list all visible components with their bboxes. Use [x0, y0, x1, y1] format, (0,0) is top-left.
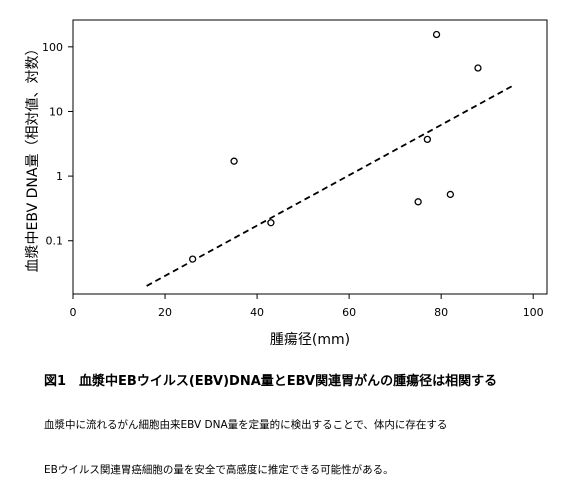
y-axis-label: 血漿中EBV DNA量（相対値、対数）: [25, 42, 41, 273]
axis-ticks: 0 20 40 60 80 100 0.1 1 10 100: [42, 41, 544, 319]
figure-caption-title: 図1 血漿中EBウイルス(EBV)DNA量とEBV関連胃がんの腫瘍径は相関する: [44, 374, 498, 389]
x-tick-label: 60: [342, 306, 356, 319]
scatter-chart: 0 20 40 60 80 100 0.1 1 10 100 腫瘍径(mm) 血漿中EBV DNA…: [25, 19, 548, 348]
y-tick-label: 0.1: [46, 235, 64, 248]
x-axis-label: 腫瘍径(mm): [270, 331, 350, 348]
data-point: [446, 190, 455, 199]
y-tick-label: 1: [56, 170, 63, 183]
data-point: [189, 255, 197, 263]
trend-line-group: [146, 83, 516, 287]
figure-caption-body: 血漿中に流れるがん細胞由来EBV DNA量を定量的に検出することで、体内に存在す…: [44, 388, 447, 493]
x-tick-label: 80: [434, 306, 448, 319]
y-tick-label: 10: [49, 105, 63, 118]
plot-frame: [72, 19, 548, 295]
x-tick-label: 40: [250, 306, 264, 319]
data-point: [423, 135, 431, 144]
caption-line: 血漿中に流れるがん細胞由来EBV DNA量を定量的に検出することで、体内に存在す…: [44, 419, 448, 431]
data-point: [267, 219, 275, 227]
x-tick-label: 0: [70, 306, 77, 319]
data-point: [474, 64, 482, 72]
trend-line: [146, 83, 516, 287]
data-point: [414, 198, 422, 206]
x-tick-label: 20: [158, 306, 172, 319]
data-point: [230, 157, 238, 165]
caption-line: EBウイルス関連胃癌細胞の量を安全で高感度に推定できる可能性がある。: [44, 464, 394, 476]
data-points: [189, 30, 482, 263]
data-point: [432, 30, 441, 39]
x-tick-label: 100: [523, 306, 544, 319]
y-tick-label: 100: [42, 41, 63, 54]
